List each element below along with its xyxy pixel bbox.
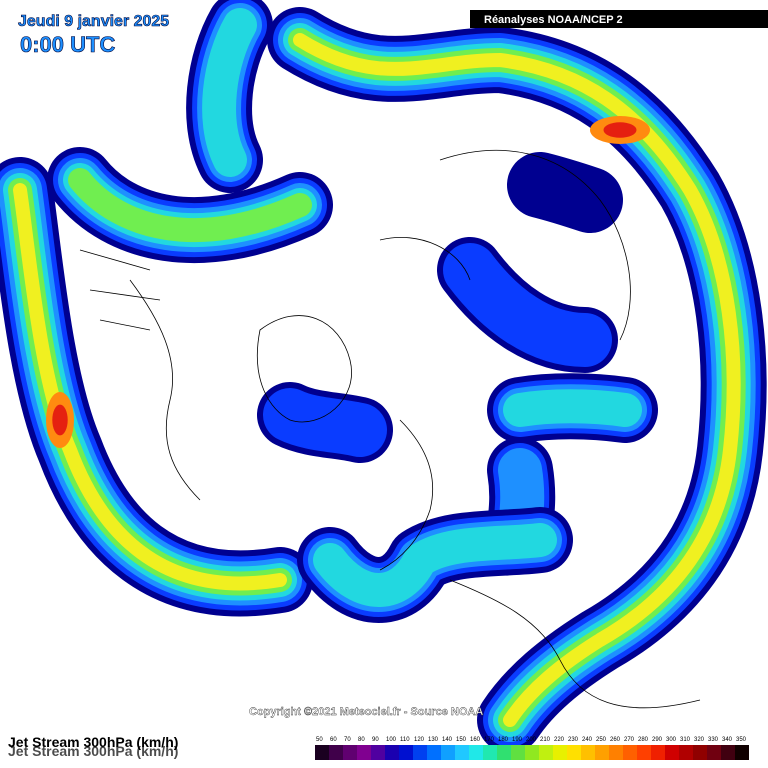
legend-swatch xyxy=(385,745,399,760)
legend-label: 50 xyxy=(316,737,323,743)
jet-band xyxy=(443,243,612,367)
legend-label: 70 xyxy=(344,737,351,743)
legend-swatch xyxy=(399,745,413,760)
legend-swatch xyxy=(581,745,595,760)
legend-label: 290 xyxy=(652,737,663,743)
legend-label: 350 xyxy=(736,737,747,743)
legend-swatch xyxy=(469,745,483,760)
legend-swatch xyxy=(567,745,581,760)
legend-swatch xyxy=(497,745,511,760)
date: Jeudi 9 janvier 2025 xyxy=(18,13,169,30)
legend-swatch xyxy=(665,745,679,760)
jet-band xyxy=(507,152,623,233)
legend-label: 190 xyxy=(512,737,523,743)
legend-swatch xyxy=(693,745,707,760)
legend-label: 310 xyxy=(680,737,691,743)
legend-label: 230 xyxy=(568,737,579,743)
jet-core xyxy=(603,122,637,138)
legend-swatch xyxy=(623,745,637,760)
legend-label: 320 xyxy=(694,737,705,743)
legend-swatch xyxy=(315,745,329,760)
legend-swatch xyxy=(721,745,735,760)
legend-label: 90 xyxy=(372,737,379,743)
legend-swatch xyxy=(525,745,539,760)
jet-streams xyxy=(0,0,767,753)
legend-swatch xyxy=(511,745,525,760)
copyright: Copyright ©2021 Meteociel.fr - Source NO… xyxy=(249,706,483,718)
legend-swatch xyxy=(357,745,371,760)
legend-label: 120 xyxy=(414,737,425,743)
source: Réanalyses NOAA/NCEP 2 xyxy=(484,14,623,26)
legend-label: 300 xyxy=(666,737,677,743)
jet-band xyxy=(263,388,387,457)
legend-swatch xyxy=(651,745,665,760)
coastlines xyxy=(79,150,701,709)
legend-label: 110 xyxy=(400,737,410,743)
legend-label: 220 xyxy=(554,737,565,743)
legend-swatch xyxy=(455,745,469,760)
legend-title: Jet Stream 300hPa (km/h) xyxy=(8,734,178,750)
legend-swatch xyxy=(679,745,693,760)
legend-label: 100 xyxy=(386,737,397,743)
legend-swatch xyxy=(539,745,553,760)
legend-label: 240 xyxy=(582,737,593,743)
jet-band xyxy=(202,8,257,177)
legend-label: 130 xyxy=(428,737,439,743)
jet-band xyxy=(503,389,642,427)
legend-label: 80 xyxy=(358,737,365,743)
legend-swatch xyxy=(343,745,357,760)
legend-swatch xyxy=(553,745,567,760)
legend-swatch xyxy=(483,745,497,760)
legend-label: 260 xyxy=(610,737,621,743)
legend-label: 170 xyxy=(484,737,495,743)
source-bar xyxy=(470,10,768,28)
jet-band xyxy=(13,183,287,591)
legend-swatch xyxy=(427,745,441,760)
legend-label: 270 xyxy=(624,737,635,743)
jet-band xyxy=(313,523,557,607)
legend-label: 160 xyxy=(470,737,481,743)
legend-label: 200 xyxy=(526,737,537,743)
legend-swatch xyxy=(413,745,427,760)
legend-label: 210 xyxy=(540,737,551,743)
legend-label: 250 xyxy=(596,737,607,743)
legend-label: 140 xyxy=(442,737,453,743)
legend-swatch xyxy=(609,745,623,760)
legend-swatch xyxy=(595,745,609,760)
time: 0:00 UTC xyxy=(20,32,115,57)
legend-label: 280 xyxy=(638,737,649,743)
jet-core xyxy=(52,404,68,436)
legend-label: 60 xyxy=(330,737,337,743)
legend-label: 340 xyxy=(722,737,733,743)
jet-band xyxy=(68,168,312,242)
legend-swatch xyxy=(329,745,343,760)
legend-label: 150 xyxy=(456,737,467,743)
legend-label: 330 xyxy=(708,737,719,743)
jet-band xyxy=(293,33,741,727)
legend-title-shadow: Jet Stream 300hPa (km/h) xyxy=(8,743,178,759)
legend-label: 180 xyxy=(498,737,509,743)
legend-swatch xyxy=(441,745,455,760)
legend-swatch xyxy=(707,745,721,760)
legend-swatch xyxy=(637,745,651,760)
legend-swatch xyxy=(735,745,749,760)
legend-swatch xyxy=(371,745,385,760)
color-legend: 50 60 70 80 90 100 110 120 130 140 150 160 170 180 190… xyxy=(315,737,749,760)
